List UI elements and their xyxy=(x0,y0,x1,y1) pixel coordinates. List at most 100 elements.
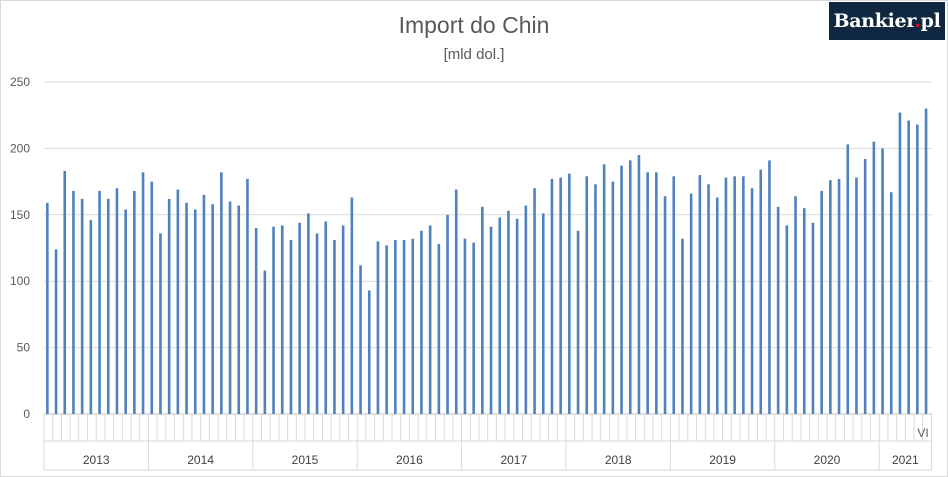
bar xyxy=(394,240,397,414)
year-label: 2018 xyxy=(605,453,632,467)
bar xyxy=(289,240,293,414)
bar xyxy=(759,169,763,414)
bar xyxy=(655,172,658,414)
bar xyxy=(498,217,502,414)
bar xyxy=(176,189,180,414)
bar xyxy=(776,206,780,414)
bar xyxy=(881,148,884,414)
bar xyxy=(463,238,467,414)
bar xyxy=(228,201,232,414)
bar xyxy=(846,144,850,414)
bar xyxy=(211,204,214,414)
bar xyxy=(602,164,606,414)
bar xyxy=(524,205,528,414)
bar xyxy=(333,240,336,414)
bar xyxy=(594,184,597,414)
bar xyxy=(89,220,93,414)
year-label: 2020 xyxy=(814,453,841,467)
bar xyxy=(689,193,693,414)
bar xyxy=(698,174,702,414)
bar xyxy=(246,178,249,414)
bar xyxy=(628,160,632,414)
bar xyxy=(98,190,101,414)
logo-text-end: pl xyxy=(920,10,941,32)
bar xyxy=(898,112,902,414)
year-label: 2015 xyxy=(292,453,319,467)
bar xyxy=(802,208,806,414)
bar xyxy=(889,192,893,414)
bar xyxy=(202,194,206,414)
bar xyxy=(385,245,388,414)
bar xyxy=(428,225,432,414)
bar xyxy=(550,178,554,414)
bar xyxy=(585,176,589,414)
bar xyxy=(115,188,119,414)
bar xyxy=(715,197,719,414)
bar xyxy=(742,176,745,414)
month-label-last: VI xyxy=(917,426,928,440)
year-label: 2014 xyxy=(187,453,214,467)
bar xyxy=(54,249,58,414)
bar xyxy=(533,188,536,414)
bar xyxy=(541,213,545,414)
bar xyxy=(646,172,649,414)
bar xyxy=(750,188,754,414)
bar xyxy=(193,209,197,414)
y-tick-label: 50 xyxy=(17,341,31,355)
bar xyxy=(916,124,919,414)
bar xyxy=(446,214,449,414)
logo-dot: . xyxy=(914,10,921,32)
bar xyxy=(924,108,928,414)
bar xyxy=(663,196,667,414)
bar xyxy=(681,238,684,414)
bar xyxy=(489,226,493,414)
bar xyxy=(315,233,319,414)
bar xyxy=(907,120,910,415)
bar xyxy=(420,230,423,414)
bar xyxy=(559,177,562,414)
bar xyxy=(63,170,67,414)
bar xyxy=(350,197,354,414)
bar xyxy=(672,176,676,414)
bar xyxy=(272,226,275,414)
bar xyxy=(733,176,736,414)
bar xyxy=(359,265,362,414)
bar xyxy=(855,177,858,414)
bar xyxy=(576,230,580,414)
bar xyxy=(794,196,797,414)
bar xyxy=(133,190,136,414)
bar xyxy=(872,141,876,414)
bar xyxy=(437,244,441,414)
bar xyxy=(80,198,84,414)
bar xyxy=(863,159,867,414)
bar xyxy=(367,290,371,414)
bar xyxy=(185,202,188,414)
year-label: 2016 xyxy=(396,453,423,467)
bar xyxy=(263,270,267,414)
bar xyxy=(829,180,832,414)
y-axis: 0 50 100 150 200 250 xyxy=(10,75,30,421)
bar xyxy=(707,184,710,414)
bar xyxy=(811,222,815,414)
bar xyxy=(237,205,241,414)
logo-text-main: Bankier xyxy=(833,10,915,32)
bar xyxy=(611,181,615,414)
bar xyxy=(568,173,571,414)
chart-subtitle: [mld dol.] xyxy=(443,46,505,63)
year-label: 2019 xyxy=(709,453,736,467)
bar xyxy=(254,228,258,414)
bar xyxy=(785,225,789,414)
bar xyxy=(481,206,484,414)
bar xyxy=(515,218,519,414)
bar xyxy=(220,172,223,414)
bar xyxy=(124,209,127,414)
bar xyxy=(411,238,415,414)
bar xyxy=(159,233,162,414)
bar xyxy=(141,172,145,414)
bar xyxy=(167,198,171,414)
bar xyxy=(837,178,841,414)
bar xyxy=(820,190,823,414)
chart-bars xyxy=(46,108,928,415)
y-tick-label: 150 xyxy=(10,208,30,222)
